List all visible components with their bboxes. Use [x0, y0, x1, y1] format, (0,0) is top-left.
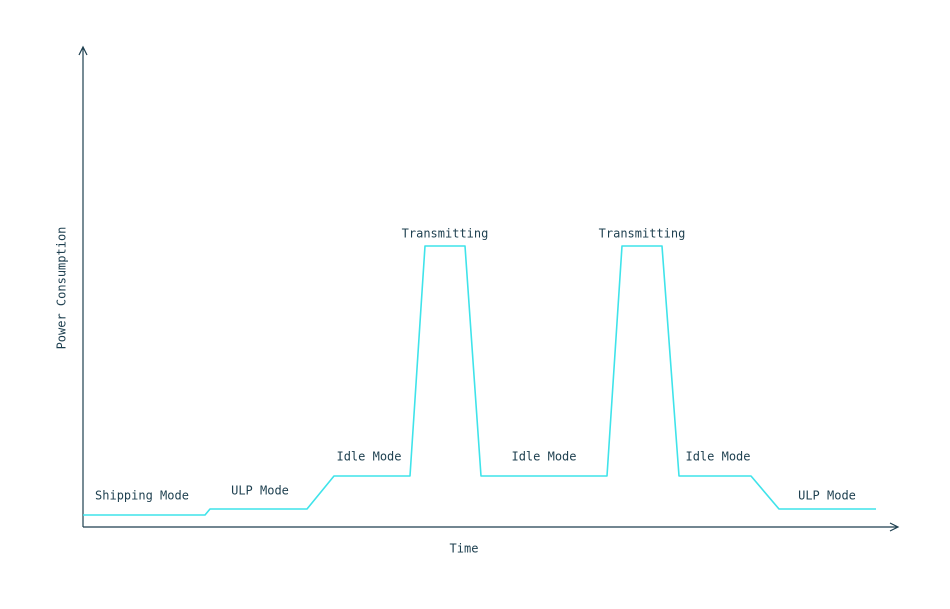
state-label: ULP Mode [231, 484, 289, 498]
state-label: ULP Mode [798, 489, 856, 503]
y-axis-arrow [78, 45, 88, 56]
state-label: Transmitting [402, 227, 489, 241]
state-label: Idle Mode [685, 450, 750, 464]
power-trace [83, 245, 876, 516]
x-axis-arrow [889, 522, 900, 532]
state-label: Transmitting [599, 227, 686, 241]
state-label: Shipping Mode [95, 489, 189, 503]
x-axis-label: Time [450, 542, 479, 556]
state-label: Idle Mode [511, 450, 576, 464]
state-label: Idle Mode [336, 450, 401, 464]
y-axis-label: Power Consumption [55, 227, 69, 350]
